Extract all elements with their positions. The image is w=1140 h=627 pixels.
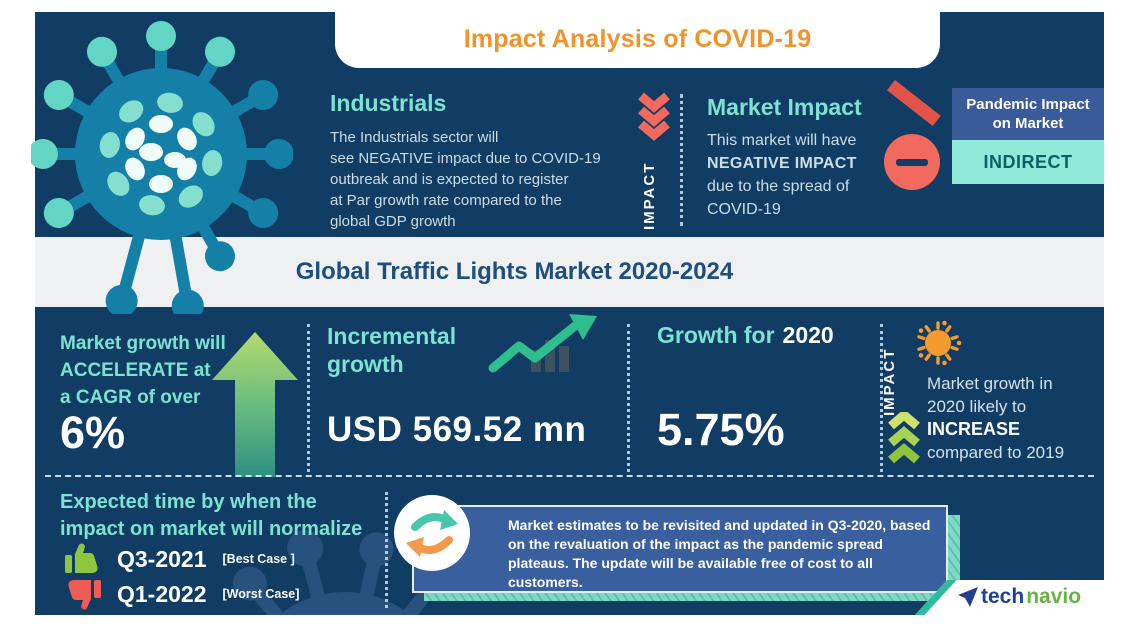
best-case-label: [Best Case ] [222,552,295,566]
cagr-line: Market growth will [60,333,226,354]
divider-bottom [385,492,388,608]
thumbs-down-icon [68,580,101,610]
impact-vertical-label-right: IMPACT [881,347,898,416]
pandemic-impact-value: INDIRECT [952,140,1104,184]
cagr-line: a CAGR of over [60,387,201,408]
incremental-heading-line: Incremental [327,323,457,349]
pandemic-impact-header-line: Pandemic Impact [966,96,1090,113]
pandemic-impact-box: Pandemic Impact on Market INDIRECT [952,88,1104,184]
cagr-stat: Market growth will ACCELERATE at a CAGR … [60,330,226,411]
virus-sun-icon [917,320,962,366]
update-note-box: Market estimates to be revisited and upd… [412,505,948,593]
divider-stats-1 [307,324,310,472]
divider-stats-3 [880,324,883,472]
normalize-heading-line: Expected time by when the [60,491,317,513]
market-impact-line: This market will have [707,132,857,149]
industrials-body-line: global GDP growth [330,213,456,230]
normalize-heading: Expected time by when the impact on mark… [60,489,362,543]
technavio-arrow-icon [958,587,978,607]
market-title: Global Traffic Lights Market 2020-2024 [295,258,734,285]
cagr-line: ACCELERATE at [60,360,211,381]
market-impact-line: due to the spread of [707,178,850,195]
triple-chevron-down-icon [638,92,670,141]
update-note-text: Market estimates to be revisited and upd… [508,517,931,590]
increase-highlight: INCREASE [927,419,1021,439]
brand-name-part2: navio [1026,585,1082,608]
industrials-body-line: at Par growth rate compared to the [330,192,562,209]
industrials-body-line: see NEGATIVE impact due to COVID-19 [330,150,601,167]
divider-horizontal [45,475,1094,477]
impact-vertical-label: IMPACT [641,161,658,230]
worst-case-row: Q1-2022 [Worst Case] [65,578,299,610]
coronavirus-illustration-icon [31,21,293,314]
industrials-heading: Industrials [330,90,447,116]
pandemic-impact-header: Pandemic Impact on Market [952,88,1104,140]
trend-arrow-up-icon [488,314,597,373]
infographic-content: Global Traffic Lights Market 2020-2024 I… [31,12,1104,615]
divider-top-sections [680,94,683,226]
minus-bar [896,159,928,166]
pandemic-impact-header-line: on Market [992,115,1064,132]
worst-case-value: Q1-2022 [117,580,207,607]
best-case-row: Q3-2021 [Best Case ] [65,543,295,575]
impact-right-line: Market growth in [927,374,1053,393]
growth-2020-prefix: Growth for [657,322,775,348]
incremental-heading-line: growth [327,351,404,377]
brand-name-part1: tech [981,585,1025,608]
triple-chevron-up-icon [888,412,920,464]
refresh-icon [394,495,470,571]
growth-2020-value: 5.75% [657,404,785,455]
minus-circle-icon [884,134,940,190]
market-impact-line: COVID-19 [707,201,781,218]
impact-right-text: Market growth in 2020 likely to INCREASE… [927,372,1123,464]
best-case-value: Q3-2021 [117,545,207,572]
market-impact-heading: Market Impact [707,94,862,120]
normalize-heading-line: impact on market will normalize [60,518,363,540]
divider-stats-2 [627,324,630,472]
impact-right-line: 2020 likely to [927,397,1027,416]
header-banner: Impact Analysis of COVID-19 [335,12,940,68]
page-title: Impact Analysis of COVID-19 [463,25,812,53]
industrials-body-line: The Industrials sector will [330,129,499,146]
incremental-growth-heading: Incremental growth [327,322,456,378]
worst-case-label: [Worst Case] [222,587,300,601]
growth-2020-heading: Growth for 2020 [657,322,834,349]
negative-impact-highlight: NEGATIVE IMPACT [707,155,857,172]
incremental-growth-value: USD 569.52 mn [327,410,587,449]
brand-logo: tech navio [957,585,1081,609]
industrials-section: Industrials The Industrials sector will … [330,90,660,232]
thumbs-up-icon [65,543,98,573]
industrials-body-line: outbreak and is expected to register [330,171,569,188]
cagr-value: 6% [60,407,126,458]
gradient-arrow-up-icon [212,332,298,477]
industrials-body: The Industrials sector will see NEGATIVE… [330,127,660,232]
impact-right-line: compared to 2019 [927,443,1065,462]
growth-2020-year: 2020 [782,322,834,348]
market-impact-section: Market Impact This market will have NEGA… [707,94,917,221]
